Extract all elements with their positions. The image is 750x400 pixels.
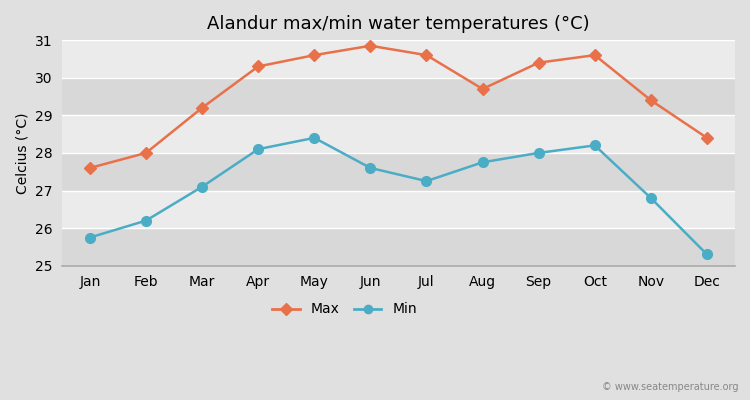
Bar: [62, 40, 735, 78]
Y-axis label: Celcius (°C): Celcius (°C): [15, 112, 29, 194]
Title: Alandur max/min water temperatures (°C): Alandur max/min water temperatures (°C): [207, 15, 590, 33]
Bar: [62, 153, 735, 190]
Bar: [62, 78, 735, 115]
Bar: [62, 115, 735, 153]
Bar: [62, 228, 735, 266]
Text: © www.seatemperature.org: © www.seatemperature.org: [602, 382, 739, 392]
Bar: [62, 190, 735, 228]
Legend: Max, Min: Max, Min: [266, 297, 423, 322]
